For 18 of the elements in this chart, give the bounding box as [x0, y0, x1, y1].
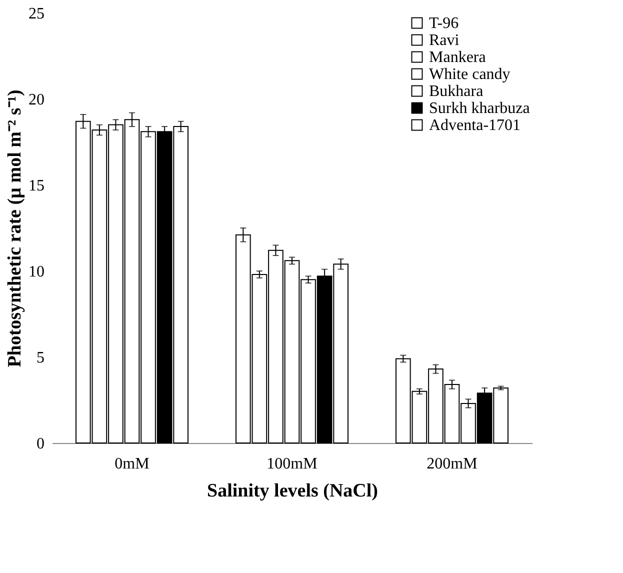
legend-label: Adventa-1701 [429, 117, 521, 134]
legend-label: White candy [429, 66, 510, 83]
y-tick-label: 15 [28, 178, 44, 194]
legend-label: Bukhara [429, 83, 484, 100]
legend-label: Mankera [429, 49, 486, 66]
legend-label: T-96 [429, 15, 459, 32]
x-axis-title: Salinity levels (NaCl) [207, 480, 378, 502]
legend-label: Surkh kharbuza [429, 100, 530, 117]
y-tick-label: 25 [28, 6, 44, 22]
y-tick-label: 20 [28, 92, 44, 108]
x-tick-label: 200mM [426, 456, 478, 472]
x-tick-label: 0mM [114, 456, 150, 472]
y-tick-label: 10 [28, 264, 44, 280]
x-tick-label: 100mM [266, 456, 318, 472]
y-tick-label: 0 [36, 436, 44, 452]
legend-label: Ravi [429, 32, 460, 49]
y-tick-label: 5 [36, 350, 44, 366]
y-axis-title: Photosynthetic rate (µ mol m⁻² s⁻¹) [4, 90, 26, 368]
